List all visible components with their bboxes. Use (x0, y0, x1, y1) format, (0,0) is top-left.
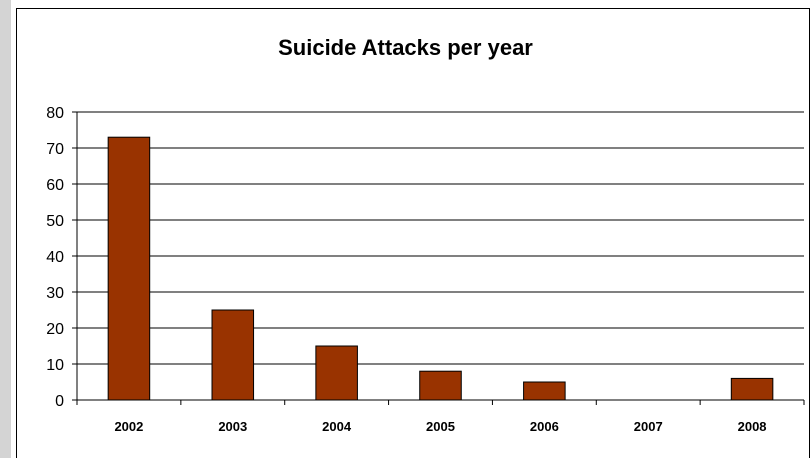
y-tick-label-30: 30 (46, 285, 64, 302)
x-tick-label-2006: 2006 (530, 419, 559, 434)
chart-title: Suicide Attacks per year (278, 35, 533, 60)
y-tick-label-40: 40 (46, 249, 64, 266)
bar-2005 (419, 370, 462, 401)
bars (107, 136, 774, 401)
y-tick-label-60: 60 (46, 177, 64, 194)
x-tick-label-2007: 2007 (634, 419, 663, 434)
y-tick-label-70: 70 (46, 141, 64, 158)
bar-2003 (211, 309, 255, 401)
y-tick-label-80: 80 (46, 105, 64, 122)
bar-2006 (523, 381, 566, 401)
x-tick-label-2008: 2008 (738, 419, 767, 434)
y-tick-label-10: 10 (46, 357, 64, 374)
bar-2004 (315, 345, 358, 401)
x-tick-label-2005: 2005 (426, 419, 455, 434)
bar-2002 (107, 136, 151, 401)
gridlines (72, 111, 804, 401)
x-axis (76, 400, 805, 405)
y-tick-label-0: 0 (55, 393, 64, 410)
x-tick-label-2003: 2003 (218, 419, 247, 434)
x-axis-labels: 2002 2003 2004 2005 2006 2007 2008 (114, 419, 766, 434)
x-tick-label-2004: 2004 (322, 419, 352, 434)
y-tick-label-50: 50 (46, 213, 64, 230)
x-tick-label-2002: 2002 (114, 419, 143, 434)
y-tick-label-20: 20 (46, 321, 64, 338)
y-axis-ticks: 0 10 20 30 40 50 60 70 80 (46, 105, 64, 410)
window-left-strip (0, 0, 11, 458)
bar-2008 (730, 377, 774, 401)
